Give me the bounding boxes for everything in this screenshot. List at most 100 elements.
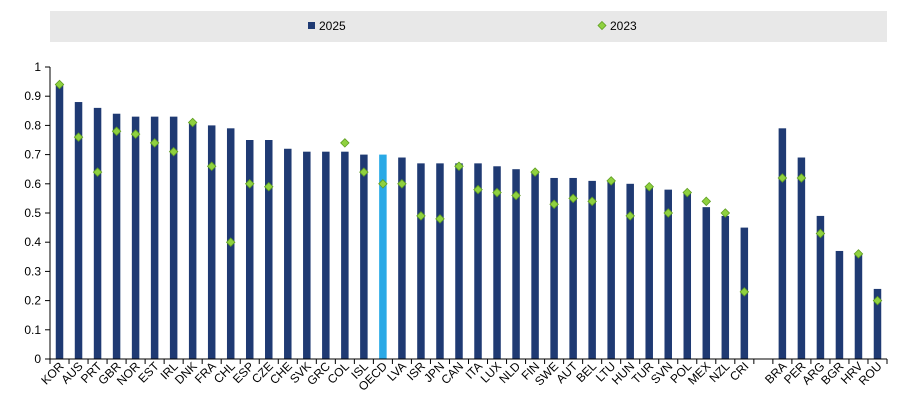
- bar-can: [455, 163, 463, 359]
- marker-fin: [530, 167, 540, 177]
- marker-nzl: [720, 208, 731, 218]
- marker-pol: [682, 187, 693, 198]
- marker-nor: [130, 129, 141, 139]
- y-tick-label: 0.6: [24, 177, 41, 191]
- x-tick-label-rou: ROU: [856, 359, 885, 388]
- bar-nld: [512, 169, 520, 359]
- bar-aus: [74, 102, 83, 359]
- legend-label-2023: 2023: [610, 19, 637, 33]
- bar-hrv: [854, 253, 863, 359]
- y-tick-label: 1: [34, 60, 41, 74]
- legend: 2025 2023: [308, 19, 637, 33]
- marker-aus: [73, 132, 84, 142]
- marker-isl: [359, 167, 369, 177]
- bar-grc: [322, 151, 330, 359]
- bar-ltu: [607, 180, 615, 359]
- x-tick-label-can: CAN: [438, 359, 466, 387]
- bar-cze: [265, 140, 273, 359]
- marker-bel: [587, 196, 597, 207]
- marker-col: [340, 138, 350, 148]
- y-tick-label: 0.9: [24, 89, 41, 103]
- marker-hrv: [853, 249, 864, 259]
- bar-bel: [588, 180, 596, 359]
- marker-jpn: [435, 214, 445, 224]
- bar-swe: [550, 177, 558, 359]
- bar-mex: [702, 207, 711, 359]
- marker-oecd: [378, 179, 388, 189]
- legend-label-2025: 2025: [319, 19, 346, 33]
- y-tick-label: 0: [34, 352, 41, 366]
- marker-bra: [777, 173, 788, 183]
- bar-ita: [474, 163, 482, 359]
- marker-ltu: [606, 176, 616, 186]
- marker-swe: [549, 199, 559, 210]
- y-tick-label: 0.2: [24, 294, 41, 308]
- marker-dnk: [187, 117, 198, 128]
- marker-lux: [492, 187, 502, 198]
- marker-cze: [263, 181, 274, 192]
- bar-esp: [245, 140, 254, 359]
- bars: [55, 84, 882, 360]
- bar-bgr: [835, 250, 844, 359]
- bar-jpn: [436, 163, 444, 359]
- y-axis: 0 0.1 0.2 0.3 0.4 0.5 0.6 0.7 0.8 0.9 1: [24, 60, 51, 366]
- legend-swatch-2025: [308, 22, 315, 29]
- bar-isr: [417, 163, 425, 359]
- marker-ita: [473, 184, 483, 195]
- marker-est: [149, 138, 160, 148]
- marker-tur: [644, 181, 654, 192]
- bar-est: [150, 116, 159, 359]
- marker-kor: [54, 79, 65, 90]
- x-tick-label-cri: CRI: [727, 359, 752, 384]
- bar-isl: [360, 154, 368, 359]
- bar-aut: [569, 177, 577, 359]
- bar-fra: [207, 125, 216, 360]
- y-tick-label: 0.4: [24, 235, 41, 249]
- legend-swatch-2023: [597, 20, 607, 31]
- marker-per: [796, 173, 807, 183]
- marker-can: [454, 161, 464, 172]
- marker-gbr: [111, 126, 122, 137]
- marker-esp: [244, 179, 255, 189]
- bar-col: [341, 151, 349, 359]
- y-tick-label: 0.5: [24, 206, 41, 220]
- markers: [54, 79, 883, 306]
- marker-hun: [625, 211, 635, 221]
- marker-rou: [872, 295, 883, 306]
- bar-dnk: [188, 122, 197, 359]
- marker-prt: [92, 167, 103, 177]
- bar-prt: [93, 107, 102, 359]
- marker-svn: [663, 208, 674, 218]
- bar-pol: [683, 192, 692, 359]
- marker-chl: [225, 237, 236, 247]
- bar-rou: [873, 288, 882, 359]
- bar-bra: [778, 128, 787, 359]
- y-tick-label: 0.3: [24, 264, 41, 278]
- bar-kor: [55, 84, 64, 360]
- bar-nzl: [721, 215, 730, 359]
- legend-box: [50, 11, 887, 42]
- marker-arg: [815, 228, 826, 239]
- bar-nor: [131, 116, 140, 359]
- marker-fra: [206, 161, 217, 172]
- bar-fin: [531, 172, 539, 359]
- bar-per: [797, 157, 806, 359]
- bar-svk: [303, 151, 311, 359]
- bar-irl: [169, 116, 178, 359]
- bar-lux: [493, 166, 501, 359]
- bar-arg: [816, 215, 825, 359]
- bar-svn: [664, 189, 672, 359]
- y-tick-label: 0.1: [24, 323, 41, 337]
- marker-mex: [701, 196, 712, 207]
- marker-isr: [416, 211, 426, 221]
- marker-irl: [168, 146, 179, 157]
- bar-oecd: [379, 154, 387, 359]
- bar-lva: [398, 157, 406, 359]
- marker-aut: [568, 193, 578, 204]
- y-tick-label: 0.7: [24, 148, 41, 162]
- y-tick-label: 0.8: [24, 118, 41, 132]
- marker-cri: [739, 287, 750, 297]
- bar-gbr: [112, 113, 121, 359]
- marker-lva: [397, 179, 407, 189]
